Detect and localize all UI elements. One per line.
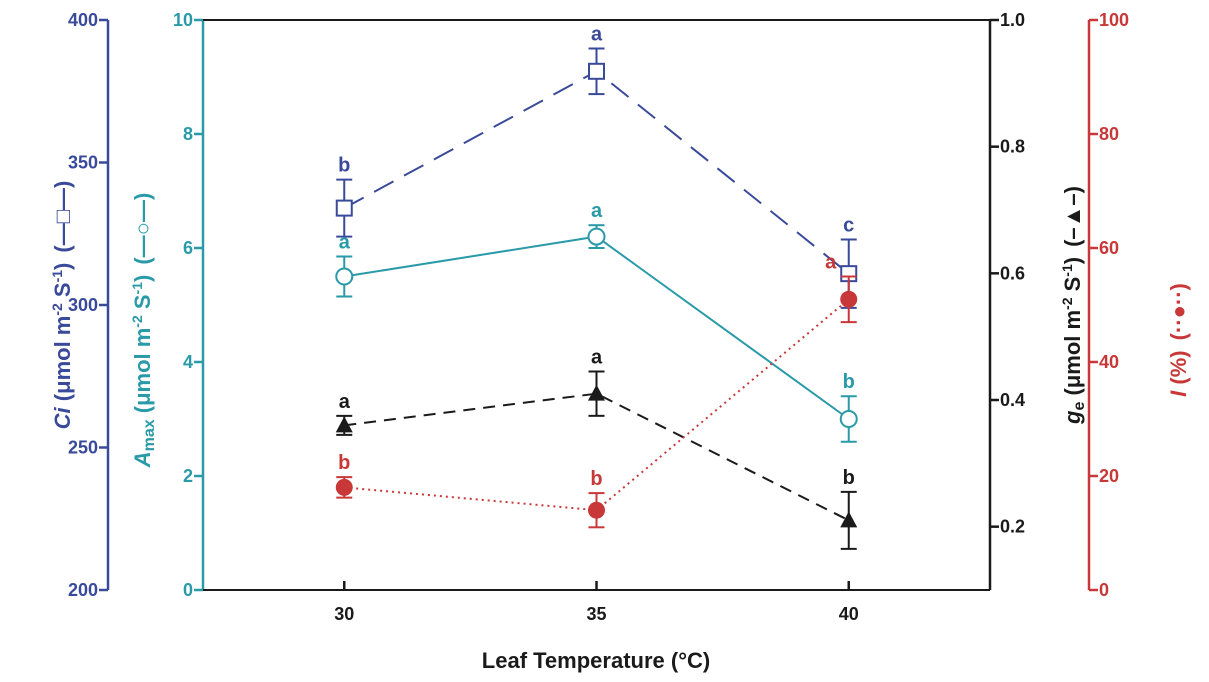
ci-letter-35: a bbox=[591, 24, 603, 46]
ci-point-30 bbox=[335, 199, 353, 217]
ge-letter-30: a bbox=[339, 391, 351, 413]
ci-tick-label-350: 350 bbox=[68, 153, 98, 173]
ci-letter-40: c bbox=[843, 214, 854, 236]
amax-tick-label-10: 10 bbox=[173, 10, 193, 30]
amax-tick-label-2: 2 bbox=[183, 466, 193, 486]
i-point-35 bbox=[588, 501, 605, 519]
ci-tick-label-300: 300 bbox=[68, 295, 98, 315]
x-tick-label-40: 40 bbox=[839, 604, 859, 624]
ge-tick-label-0.2: 0.2 bbox=[1000, 517, 1025, 537]
x-tick-label-30: 30 bbox=[334, 604, 354, 624]
ci-letter-30: b bbox=[338, 155, 350, 177]
amax-axis-title: Amax (μmol m-2 S-1)(—○—) bbox=[129, 193, 158, 469]
ge-point-40 bbox=[840, 511, 858, 528]
i-axis-title: I (%)(··●··) bbox=[1166, 283, 1191, 397]
i-tick-label-100: 100 bbox=[1099, 10, 1129, 30]
ge-tick-label-0.8: 0.8 bbox=[1000, 137, 1025, 157]
amax-tick-label-8: 8 bbox=[183, 124, 193, 144]
i-point-30 bbox=[335, 478, 353, 496]
ci-tick-label-200: 200 bbox=[68, 580, 98, 600]
ci-tick-label-250: 250 bbox=[68, 438, 98, 458]
amax-point-40 bbox=[839, 410, 858, 428]
i-tick-label-40: 40 bbox=[1099, 352, 1119, 372]
ge-series-line bbox=[344, 392, 850, 522]
amax-tick-label-6: 6 bbox=[183, 238, 193, 258]
ge-point-35 bbox=[588, 384, 605, 401]
ge-letter-35: a bbox=[591, 347, 603, 369]
amax-point-35 bbox=[587, 227, 606, 246]
ge-axis-title: ge (μmol m-2 S-1)(–▲–) bbox=[1059, 186, 1088, 425]
amax-tick-label-4: 4 bbox=[183, 352, 193, 372]
amax-letter-40: b bbox=[843, 371, 855, 393]
x-tick-label-35: 35 bbox=[586, 604, 606, 624]
i-letter-30: b bbox=[338, 452, 350, 474]
ci-axis-title: Ci (μmol m-2 S-1)(—□—) bbox=[49, 181, 75, 430]
ge-tick-label-0.4: 0.4 bbox=[1000, 390, 1025, 410]
amax-tick-label-0: 0 bbox=[183, 580, 193, 600]
x-axis-title: Leaf Temperature (°C) bbox=[482, 648, 710, 673]
amax-letter-35: a bbox=[591, 200, 603, 222]
i-tick-label-60: 60 bbox=[1099, 238, 1119, 258]
amax-letter-30: a bbox=[339, 232, 351, 254]
i-tick-label-0: 0 bbox=[1099, 580, 1109, 600]
i-tick-label-20: 20 bbox=[1099, 466, 1119, 486]
i-letter-40: a bbox=[825, 252, 837, 274]
ge-point-30 bbox=[335, 416, 353, 433]
ci-point-35 bbox=[588, 62, 605, 80]
ge-letter-40: b bbox=[843, 467, 855, 489]
amax-point-30 bbox=[335, 267, 354, 286]
ge-tick-label-0.6: 0.6 bbox=[1000, 263, 1025, 283]
i-point-40 bbox=[840, 290, 858, 308]
i-letter-35: b bbox=[590, 468, 602, 490]
i-tick-label-80: 80 bbox=[1099, 124, 1119, 144]
ge-tick-label-1.0: 1.0 bbox=[1000, 10, 1025, 30]
ci-tick-label-400: 400 bbox=[68, 10, 98, 30]
